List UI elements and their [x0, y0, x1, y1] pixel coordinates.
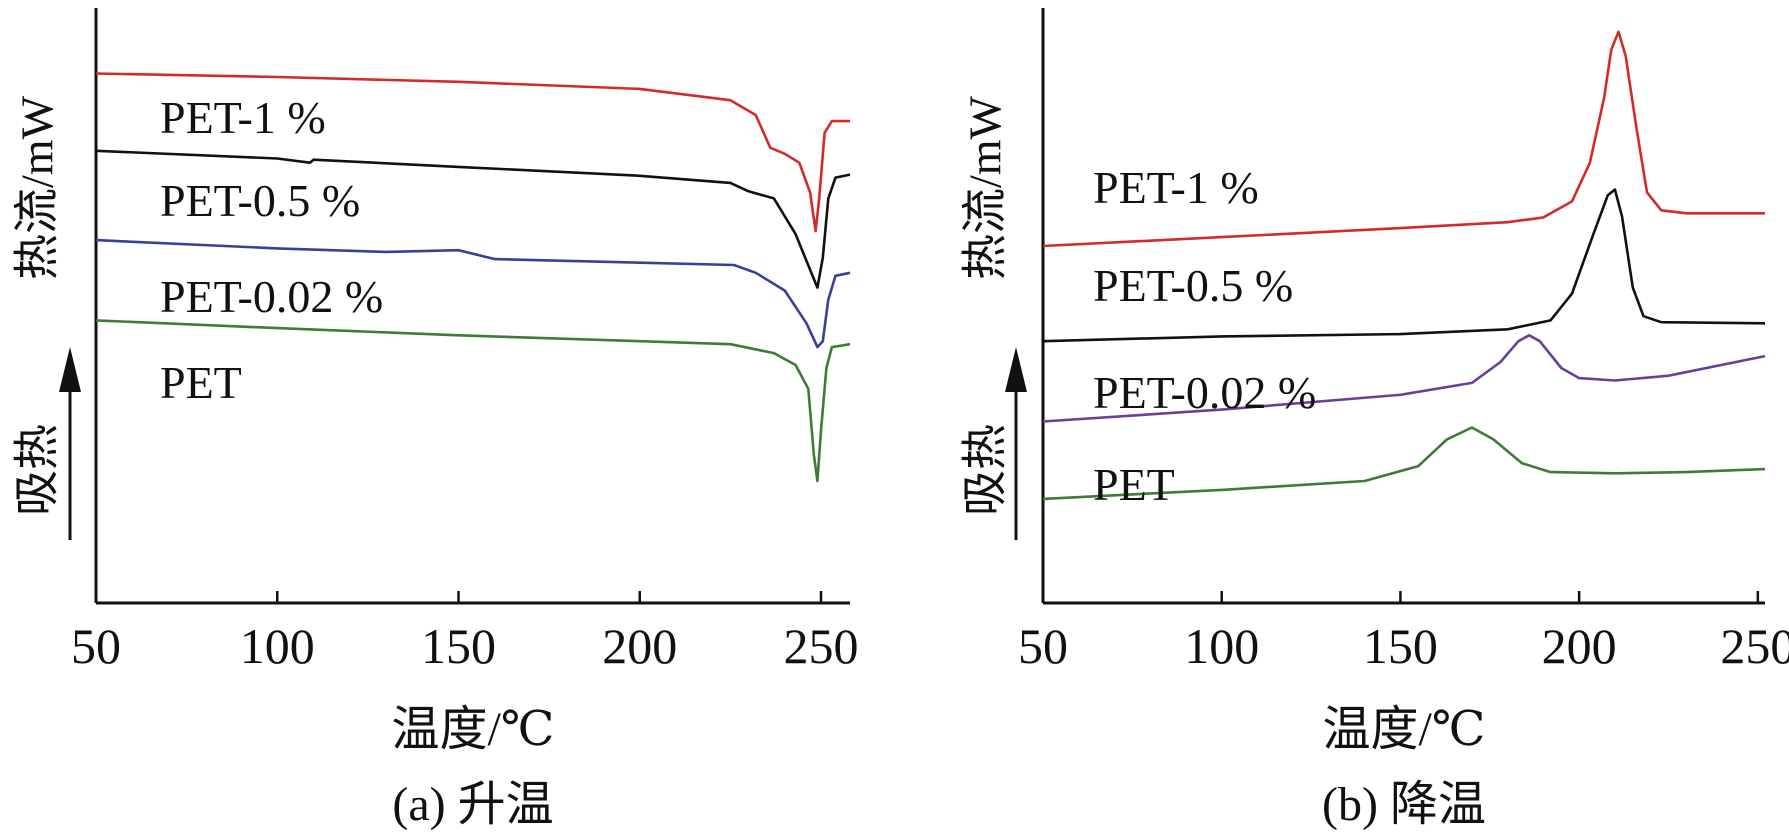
series-line [95, 238, 851, 349]
x-tick-label: 150 [421, 618, 496, 674]
endotherm-arrow-head [1005, 347, 1027, 392]
series-line [95, 72, 850, 233]
x-tick-label: 200 [1542, 618, 1617, 674]
y-axis-title: 热流/mW [12, 95, 63, 280]
series-label: PET [1093, 459, 1175, 510]
series-label: PET-0.5 % [160, 175, 360, 226]
x-tick-label: 250 [784, 618, 859, 674]
series-label: PET-0.02 % [160, 271, 383, 322]
x-tick-label: 250 [1720, 618, 1789, 674]
x-tick-label: 50 [71, 618, 121, 674]
series-label: PET-0.02 % [1093, 367, 1316, 418]
series-line [1042, 188, 1766, 343]
y-axis-title: 热流/mW [960, 95, 1011, 280]
series-line [1042, 334, 1766, 423]
x-axis-title: 温度/℃ [1322, 703, 1485, 756]
series-label: PET-1 % [1093, 162, 1259, 213]
series-line [95, 319, 851, 483]
panel-caption: (b) 降温 [1322, 778, 1486, 831]
x-tick-label: 100 [240, 618, 315, 674]
x-axis-title: 温度/℃ [391, 703, 554, 756]
series-line [1042, 426, 1766, 501]
series-label: PET-1 % [160, 92, 326, 143]
panel-b: 50 100 150 200 250 温度/℃ (b) 降温 热流/mW 吸热 PET-1 % PE… [960, 8, 1789, 831]
series-line [95, 149, 851, 289]
series-label: PET-0.5 % [1093, 260, 1293, 311]
panel-a: 50 100 150 200 250 温度/℃ (a) 升温 热流/mW 吸热 PET-1 % PE… [12, 8, 859, 831]
panel-caption: (a) 升温 [392, 778, 553, 831]
endotherm-label: 吸热 [12, 424, 63, 516]
endotherm-label: 吸热 [960, 424, 1011, 516]
x-tick-label: 100 [1184, 618, 1259, 674]
endotherm-arrow-head [59, 347, 81, 392]
series-line [1042, 30, 1765, 248]
series-label: PET [160, 357, 242, 408]
x-tick-label: 50 [1018, 618, 1068, 674]
x-tick-label: 200 [602, 618, 677, 674]
x-tick-label: 150 [1363, 618, 1438, 674]
